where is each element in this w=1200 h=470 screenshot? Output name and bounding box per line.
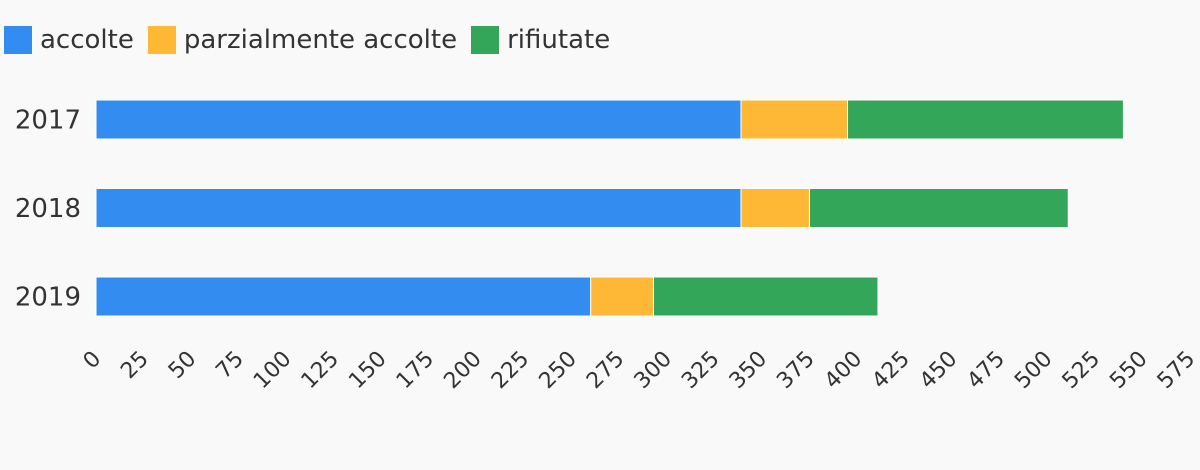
x-tick-label-325: 325	[677, 347, 724, 394]
bar-2018-rifiutate[interactable]	[808, 188, 1069, 228]
legend: accolte parzialmente accolte rifiutate	[4, 22, 624, 58]
x-tick-label-550: 550	[1105, 347, 1152, 394]
legend-item-rifiutate[interactable]: rifiutate	[471, 22, 610, 58]
y-tick-label-2018: 2018	[15, 194, 81, 224]
x-tick-label-25: 25	[116, 347, 153, 384]
legend-label-parzialmente-accolte: parzialmente accolte	[183, 25, 458, 55]
x-tick-label-350: 350	[725, 347, 772, 394]
bar-2018-accolte[interactable]	[95, 188, 742, 228]
legend-label-rifiutate: rifiutate	[507, 25, 611, 55]
x-tick-label-300: 300	[630, 347, 677, 394]
x-tick-label-200: 200	[439, 347, 486, 394]
x-tick-label-425: 425	[867, 347, 914, 394]
bar-2017-parzialmente-accolte[interactable]	[740, 99, 849, 140]
legend-swatch-parzialmente-accolte	[147, 26, 176, 54]
x-tick-label-225: 225	[487, 347, 534, 394]
bar-2018-parzialmente-accolte[interactable]	[740, 188, 810, 228]
x-tick-label-75: 75	[211, 347, 248, 384]
x-tick-label-500: 500	[1010, 347, 1057, 394]
x-tick-label-400: 400	[820, 347, 867, 394]
x-tick-label-275: 275	[582, 347, 629, 394]
x-tick-label-175: 175	[392, 347, 439, 394]
x-tick-label-525: 525	[1058, 347, 1105, 394]
bar-2017-accolte[interactable]	[95, 99, 742, 140]
bar-2019-parzialmente-accolte[interactable]	[590, 276, 654, 317]
x-tick-label-475: 475	[963, 347, 1010, 394]
x-tick-label-0: 0	[79, 347, 107, 375]
y-tick-label-2019: 2019	[15, 283, 81, 313]
bar-2019-accolte[interactable]	[95, 276, 592, 317]
x-tick-label-375: 375	[772, 347, 819, 394]
bar-2017-rifiutate[interactable]	[847, 99, 1124, 140]
bar-2019-rifiutate[interactable]	[652, 276, 879, 317]
x-tick-label-575: 575	[1153, 347, 1200, 394]
x-tick-label-450: 450	[915, 347, 962, 394]
legend-swatch-accolte	[4, 26, 32, 54]
legend-label-accolte: accolte	[40, 25, 134, 55]
y-tick-label-2017: 2017	[15, 106, 81, 136]
x-tick-label-250: 250	[535, 347, 582, 394]
x-tick-label-125: 125	[297, 347, 344, 394]
x-tick-label-100: 100	[249, 347, 296, 394]
legend-swatch-rifiutate	[471, 26, 500, 54]
legend-item-parzialmente-accolte[interactable]: parzialmente accolte	[147, 22, 458, 58]
x-tick-label-150: 150	[344, 347, 391, 394]
legend-item-accolte[interactable]: accolte	[4, 22, 134, 58]
x-tick-label-50: 50	[164, 347, 201, 384]
